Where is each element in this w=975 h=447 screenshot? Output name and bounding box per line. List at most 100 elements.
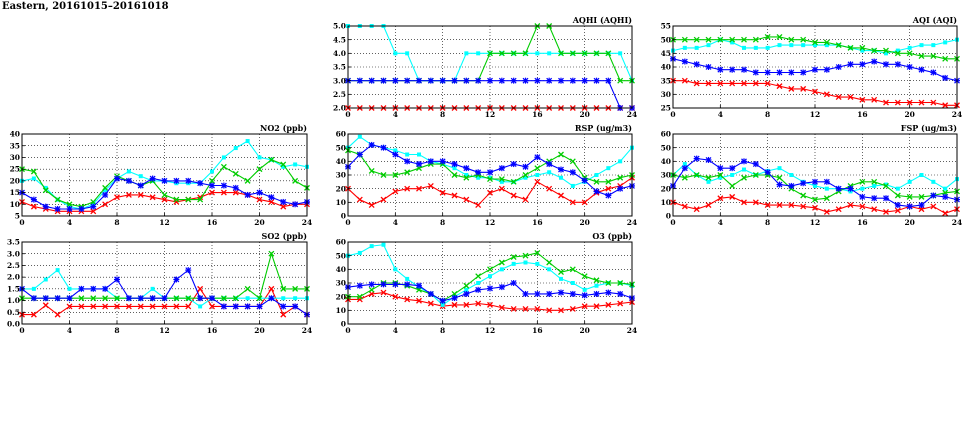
y-tick-label: 35 (10, 141, 20, 150)
data-point (752, 36, 759, 43)
data-point (281, 296, 286, 301)
data-point (510, 306, 517, 312)
data-point (404, 77, 411, 84)
data-point (268, 156, 275, 163)
data-point (535, 173, 540, 177)
data-point (729, 66, 736, 73)
data-point (488, 175, 492, 180)
data-point (930, 99, 937, 106)
data-point (693, 206, 700, 213)
data-point (693, 172, 700, 178)
data-point (705, 64, 712, 70)
y-tick-label: 20 (336, 292, 346, 301)
data-point (582, 287, 587, 292)
x-tick-label: 24 (952, 110, 962, 119)
series-line (19, 156, 310, 210)
data-point (593, 277, 600, 284)
series-line (670, 33, 960, 62)
data-point (741, 80, 747, 87)
data-point (860, 48, 865, 53)
chart-aqhi: AQHI (AQHI) 0 4 8 12 16 20 24 2.0 2.5 3.0 3.5 4.0 4.5… (333, 15, 637, 119)
data-point (593, 50, 600, 57)
data-point (943, 186, 948, 191)
data-point (824, 43, 829, 48)
x-tick-label: 4 (67, 326, 72, 335)
data-point (705, 174, 712, 181)
data-point (605, 50, 612, 57)
data-point (356, 282, 363, 289)
data-point (558, 307, 564, 314)
x-tick-label: 12 (159, 218, 169, 227)
data-point (776, 33, 783, 40)
data-point (705, 36, 712, 43)
data-point (427, 158, 434, 165)
data-point (534, 77, 541, 84)
y-tick-label: 3.5 (7, 238, 20, 247)
data-point (404, 296, 411, 303)
x-tick-label: 8 (765, 110, 770, 119)
data-point (511, 261, 516, 266)
x-tick-label: 0 (670, 218, 675, 227)
data-point (125, 303, 132, 310)
data-point (54, 196, 61, 203)
chart-title: O3 (ppb) (592, 231, 632, 241)
data-point (823, 39, 830, 46)
data-point (78, 205, 85, 212)
data-point (813, 183, 817, 188)
data-point (788, 182, 795, 189)
data-point (137, 191, 144, 198)
y-tick-label: 30 (10, 153, 20, 162)
x-tick-label: 20 (254, 326, 264, 335)
data-point (393, 51, 398, 56)
data-point (522, 172, 529, 178)
x-tick-label: 12 (810, 218, 820, 227)
data-point (42, 187, 49, 194)
data-point (451, 192, 458, 199)
data-point (581, 292, 588, 299)
y-tick-label: 40 (661, 157, 671, 166)
series-line (670, 193, 960, 217)
data-point (256, 303, 263, 310)
data-point (232, 295, 239, 302)
data-point (292, 177, 299, 184)
y-tick-label: 2.5 (333, 90, 346, 99)
data-point (694, 45, 699, 50)
data-point (487, 77, 493, 84)
data-point (54, 311, 61, 318)
data-point (559, 175, 563, 180)
data-point (510, 77, 517, 84)
data-point (356, 293, 363, 300)
data-point (776, 181, 783, 188)
data-point (605, 77, 612, 84)
data-point (114, 295, 120, 302)
data-point (150, 286, 155, 291)
data-point (729, 80, 736, 87)
x-tick-label: 0 (670, 110, 675, 119)
data-point (173, 177, 180, 184)
data-point (126, 169, 131, 174)
data-point (404, 158, 411, 165)
data-point (30, 196, 37, 203)
data-point (534, 249, 541, 256)
data-point (173, 303, 180, 310)
data-point (380, 281, 387, 288)
y-tick-label: 3.0 (333, 76, 346, 85)
data-point (488, 274, 492, 279)
data-point (102, 295, 109, 302)
data-point (498, 185, 505, 192)
y-tick-label: 20 (336, 184, 346, 193)
data-point (884, 182, 888, 187)
data-point (280, 203, 287, 210)
data-point (125, 191, 132, 198)
data-point (943, 40, 948, 45)
data-point (280, 303, 287, 310)
data-point (476, 51, 481, 56)
data-point (558, 151, 564, 158)
data-point (706, 179, 711, 184)
x-tick-label: 24 (627, 326, 637, 335)
data-point (522, 50, 529, 57)
data-point (523, 260, 528, 265)
data-point (380, 289, 387, 296)
data-point (475, 169, 482, 176)
data-point (569, 169, 576, 176)
